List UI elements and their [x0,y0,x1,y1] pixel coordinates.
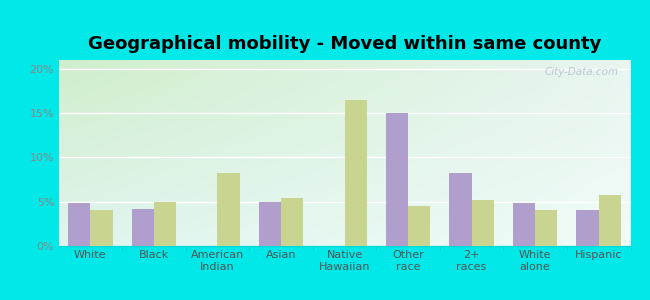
Bar [90,210,112,246]
Bar [154,202,176,246]
Title: Geographical mobility - Moved within same county: Geographical mobility - Moved within sam… [88,35,601,53]
Bar [386,113,408,246]
Bar [408,206,430,246]
Bar [281,198,303,246]
Bar [217,173,240,246]
Bar [535,210,558,246]
Bar [599,195,621,246]
Bar [513,203,535,246]
Bar [472,200,494,246]
Bar [68,203,90,246]
Bar [344,100,367,246]
Text: City-Data.com: City-Data.com [545,68,619,77]
Bar [577,210,599,246]
Bar [259,202,281,246]
Bar [449,173,472,246]
Bar [131,209,154,246]
